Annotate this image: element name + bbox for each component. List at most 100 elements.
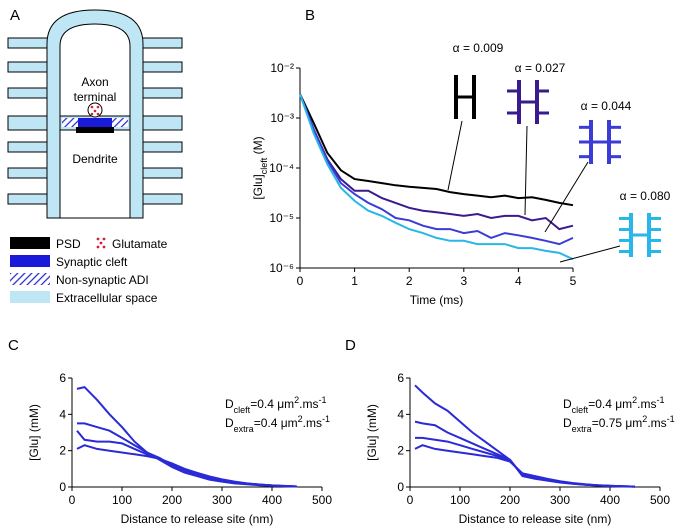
text-part: -1 <box>667 414 675 424</box>
leader-line <box>447 120 463 191</box>
legend-label: Glutamate <box>112 237 168 251</box>
x-tick-label: 2 <box>406 274 413 288</box>
x-tick-label: 500 <box>650 493 670 507</box>
series-label: α = 0.080 <box>620 189 671 203</box>
text-part: =0.4 μm <box>250 397 294 411</box>
y-tick-label: 0 <box>59 480 66 494</box>
leader-line <box>524 125 528 216</box>
text-part: D <box>563 416 572 430</box>
x-tick-label: 500 <box>312 493 332 507</box>
series-line <box>415 436 636 488</box>
x-tick-label: 100 <box>450 493 470 507</box>
psd <box>76 127 114 133</box>
y-tick-label: 10⁻⁵ <box>269 211 294 225</box>
synaptic-cleft <box>78 118 112 127</box>
diagram: A Axon terminal Dendrite PSD Glutamate <box>7 7 183 305</box>
text-part: [Glu] <box>251 174 265 199</box>
legend-swatch <box>10 273 50 285</box>
x-tick-label: 200 <box>162 493 182 507</box>
panel-letter: D <box>345 337 356 354</box>
annotation: Dextra=0.4 μm2.ms-1 <box>225 414 330 434</box>
series-line <box>76 444 298 488</box>
text-part: 2 <box>632 395 637 405</box>
label: Axon <box>81 75 108 89</box>
x-tick-label: 0 <box>407 493 414 507</box>
text-part: .ms <box>299 397 318 411</box>
text-part: D <box>563 397 572 411</box>
panel-letter: C <box>8 337 19 354</box>
text-part: -1 <box>322 414 330 424</box>
y-tick-label: 2 <box>397 444 404 458</box>
text-part: 2 <box>298 414 303 424</box>
y-tick-label: 10⁻⁶ <box>269 261 294 275</box>
x-tick-label: 0 <box>297 274 304 288</box>
x-axis-label: Distance to release site (nm) <box>459 512 612 526</box>
text-part: (M) <box>251 136 265 157</box>
series-label: α = 0.044 <box>581 99 632 113</box>
legend-label: Non-synaptic ADI <box>56 273 149 287</box>
text-part: cleft <box>572 405 589 415</box>
x-tick-label: 300 <box>550 493 570 507</box>
glutamate <box>90 105 100 116</box>
x-tick-label: 100 <box>112 493 132 507</box>
y-tick-label: 6 <box>397 371 404 385</box>
series-line <box>299 93 574 207</box>
y-tick-label: 4 <box>397 407 404 421</box>
text-part: cleft <box>234 405 251 415</box>
side-strips <box>7 37 183 205</box>
y-tick-label: 10⁻² <box>270 61 294 75</box>
legend-label: Synaptic cleft <box>56 255 128 269</box>
text-part: 2 <box>642 414 647 424</box>
x-tick-label: 5 <box>570 274 577 288</box>
x-tick-label: 0 <box>69 493 76 507</box>
label: terminal <box>74 90 117 104</box>
legend-label: PSD <box>56 237 81 251</box>
series-line <box>414 444 636 488</box>
x-tick-label: 1 <box>351 274 358 288</box>
text-part: .ms <box>303 416 322 430</box>
text-part: cleft <box>259 157 269 174</box>
annotation: Dcleft=0.4 μm2.ms-1 <box>225 395 327 415</box>
series-label: α = 0.009 <box>453 41 504 55</box>
series-line <box>299 93 574 246</box>
leader-line <box>559 245 621 263</box>
legend-swatch <box>10 255 50 267</box>
series-line <box>299 93 574 231</box>
annotation: Dextra=0.75 μm2.ms-1 <box>563 414 675 434</box>
series-line <box>77 422 298 488</box>
text-part: =0.75 μm <box>592 416 643 430</box>
y-axis-label: [Glu] (mM) <box>27 404 41 461</box>
x-tick-label: 400 <box>262 493 282 507</box>
y-axis-label: [Glu]cleft (M) <box>251 136 269 199</box>
y-tick-label: 0 <box>397 480 404 494</box>
legend-label: Extracellular space <box>56 291 158 305</box>
panel-letter: B <box>305 7 315 24</box>
x-axis-label: Time (ms) <box>410 293 464 307</box>
x-tick-label: 3 <box>460 274 467 288</box>
y-tick-label: 6 <box>59 371 66 385</box>
text-part: -1 <box>318 395 326 405</box>
y-tick-label: 2 <box>59 444 66 458</box>
text-part: -1 <box>656 395 664 405</box>
series-line <box>76 430 298 488</box>
x-tick-label: 200 <box>500 493 520 507</box>
x-tick-label: 400 <box>600 493 620 507</box>
legend-swatch <box>10 291 50 303</box>
text-part: extra <box>234 424 254 434</box>
text-part: =0.4 μm <box>588 397 632 411</box>
series-label: α = 0.027 <box>515 61 566 75</box>
y-axis-label: [Glu] (mM) <box>365 404 379 461</box>
legend-swatch <box>96 237 106 249</box>
x-tick-label: 4 <box>515 274 522 288</box>
text-part: =0.4 μm <box>254 416 298 430</box>
text-part: .ms <box>637 397 656 411</box>
y-tick-label: 10⁻³ <box>270 111 294 125</box>
x-axis-label: Distance to release site (nm) <box>121 512 274 526</box>
text-part: .ms <box>647 416 666 430</box>
text-part: extra <box>572 424 592 434</box>
text-part: D <box>225 397 234 411</box>
legend-swatch <box>10 237 50 249</box>
y-tick-label: 4 <box>59 407 66 421</box>
text-part: D <box>225 416 234 430</box>
